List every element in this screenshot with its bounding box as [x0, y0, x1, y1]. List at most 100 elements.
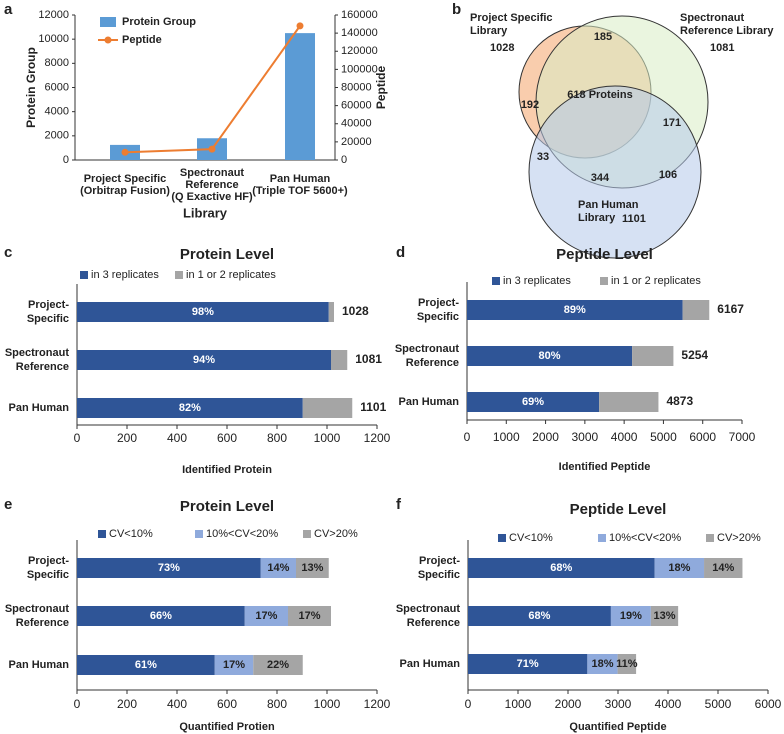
y-tick-label: Spectronaut	[396, 603, 461, 615]
chart-title: Protein Level	[180, 246, 274, 263]
line-marker	[121, 148, 129, 156]
x-tick-label: 0	[74, 431, 81, 445]
legend-swatch	[100, 17, 116, 27]
y-tick-label: 10000	[38, 33, 69, 45]
legend-label: in 1 or 2 replicates	[611, 275, 701, 287]
line-marker	[296, 22, 304, 30]
share-label: 98%	[192, 306, 214, 318]
total-label: 6167	[717, 302, 744, 316]
set-label: Pan Human	[578, 199, 639, 211]
x-tick-label: Project Specific	[84, 173, 167, 185]
x-tick-label: (Q Exactive HF)	[171, 191, 253, 203]
y2-tick-label: 160000	[341, 9, 378, 21]
share-label: 18%	[591, 658, 613, 670]
x-tick-label: Spectronaut	[180, 167, 245, 179]
y-tick-label: Pan Human	[399, 658, 460, 670]
share-label: 11%	[616, 658, 638, 670]
legend-label: in 1 or 2 replicates	[186, 269, 276, 281]
bar-segment	[587, 654, 618, 674]
y2-axis-title: Peptide	[374, 66, 388, 110]
legend-label: CV<10%	[109, 528, 153, 540]
panel-label: f	[396, 496, 402, 513]
share-label: 18%	[668, 562, 690, 574]
x-tick-label: 600	[217, 697, 237, 711]
y-tick-label: Pan Human	[8, 659, 69, 671]
panel-label: e	[4, 496, 12, 513]
bar-segment	[610, 606, 651, 626]
x-tick-label: Pan Human	[270, 173, 331, 185]
bar-segment	[654, 558, 705, 578]
y-tick-label: Project-	[418, 297, 459, 309]
y-tick-label: 12000	[38, 9, 69, 21]
panel-label: b	[452, 1, 461, 18]
bar-segment	[253, 655, 303, 675]
share-label: 17%	[223, 659, 245, 671]
bar-segment	[650, 606, 679, 626]
bar-segment	[467, 300, 683, 320]
bar-segment	[296, 558, 329, 578]
y-tick-label: 2000	[45, 130, 69, 142]
region-count: 185	[594, 31, 612, 43]
bar-segment	[260, 558, 296, 578]
share-label: 19%	[620, 610, 642, 622]
set-label: Library	[578, 212, 616, 224]
bar-segment	[244, 606, 288, 626]
share-label: 17%	[298, 610, 320, 622]
x-tick-label: 1200	[364, 697, 391, 711]
y-tick-label: Reference	[406, 357, 459, 369]
region-count: 618 Proteins	[567, 89, 632, 101]
legend-label: CV>20%	[717, 532, 761, 544]
legend-swatch	[175, 271, 183, 279]
legend-label: in 3 replicates	[91, 269, 159, 281]
x-tick-label: 5000	[650, 430, 677, 444]
y-tick-label: Spectronaut	[5, 347, 70, 359]
y2-tick-label: 120000	[341, 45, 378, 57]
bar-segment	[214, 655, 254, 675]
venn-set	[528, 85, 702, 259]
bar-segment	[77, 302, 329, 322]
chart-title: Peptide Level	[570, 501, 667, 518]
x-tick-label: 4000	[655, 697, 682, 711]
bar-segment	[77, 606, 245, 626]
y-tick-label: 8000	[45, 57, 69, 69]
y-tick-label: Pan Human	[8, 402, 69, 414]
x-tick-label: 2000	[555, 697, 582, 711]
legend-swatch	[98, 530, 106, 538]
share-label: 80%	[539, 350, 561, 362]
y-tick-label: Specific	[418, 569, 460, 581]
bar-segment	[328, 302, 334, 322]
x-tick-label: 1000	[493, 430, 520, 444]
x-tick-label: 0	[464, 430, 471, 444]
chart-title: Protein Level	[180, 498, 274, 515]
y-tick-label: Pan Human	[398, 396, 459, 408]
y-tick-label: 6000	[45, 81, 69, 93]
legend-label: Peptide	[122, 34, 162, 46]
bar-segment	[302, 398, 353, 418]
x-axis-title: Quantified Peptide	[569, 721, 666, 733]
region-count: 344	[591, 172, 610, 184]
bar-segment	[599, 392, 659, 412]
bar-segment	[617, 654, 637, 674]
y2-tick-label: 0	[341, 154, 347, 166]
set-size: 1101	[622, 213, 646, 225]
y2-tick-label: 40000	[341, 118, 372, 130]
y-tick-label: Project-	[28, 299, 69, 311]
bar-segment	[77, 350, 331, 370]
bar-segment	[468, 558, 655, 578]
share-label: 94%	[193, 354, 215, 366]
y-tick-label: 4000	[45, 106, 69, 118]
x-axis-title: Identified Protein	[182, 464, 272, 476]
x-tick-label: 400	[167, 431, 187, 445]
x-tick-label: 0	[465, 697, 472, 711]
bar-segment	[467, 392, 600, 412]
y-tick-label: Specific	[417, 311, 459, 323]
x-tick-label: 6000	[689, 430, 716, 444]
x-tick-label: 7000	[729, 430, 756, 444]
x-tick-label: 800	[267, 431, 287, 445]
share-label: 71%	[517, 658, 539, 670]
y-tick-label: Reference	[16, 617, 69, 629]
y2-tick-label: 20000	[341, 136, 372, 148]
chart-title: Peptide Level	[556, 246, 653, 263]
bar-segment	[288, 606, 331, 626]
panel-label: c	[4, 244, 12, 261]
